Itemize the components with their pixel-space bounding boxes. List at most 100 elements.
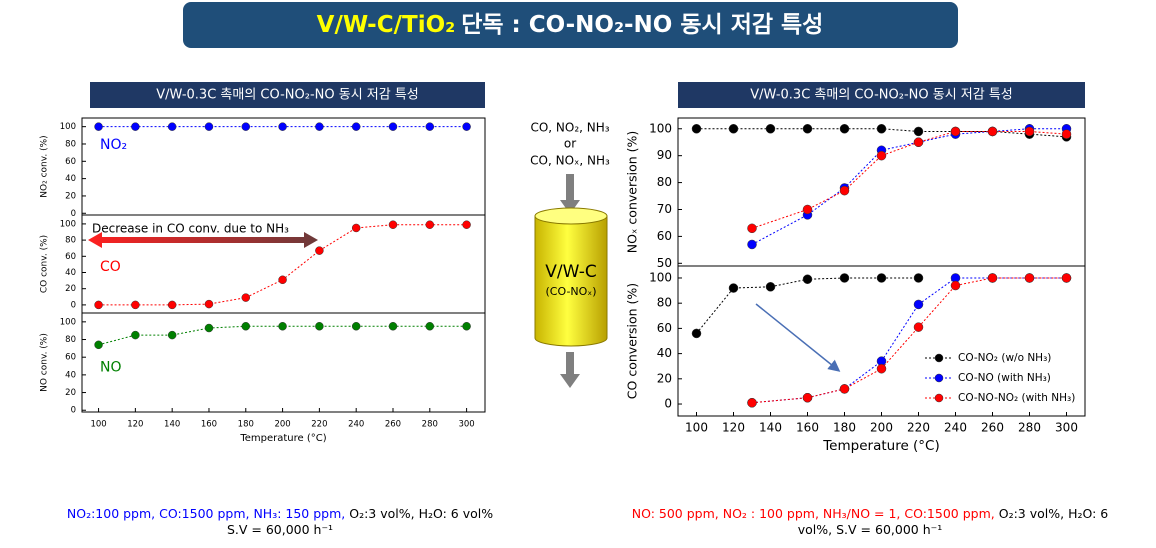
data-point bbox=[839, 185, 850, 196]
title-highlight: V/W-C/TiO₂ bbox=[317, 12, 456, 38]
y-tick-label: 60 bbox=[65, 252, 76, 262]
series-line bbox=[751, 130, 1067, 229]
y-tick-label: 100 bbox=[60, 317, 76, 327]
y-tick-label: 80 bbox=[65, 236, 76, 246]
data-point bbox=[278, 322, 287, 331]
data-point bbox=[315, 322, 324, 331]
data-point bbox=[425, 122, 435, 131]
data-point bbox=[241, 322, 251, 331]
data-point bbox=[241, 122, 251, 131]
data-point bbox=[425, 322, 435, 331]
x-tick-label: 160 bbox=[201, 420, 217, 430]
x-tick-label: 260 bbox=[385, 420, 401, 430]
title-rest: 단독 : CO-NO₂-NO 동시 저감 특성 bbox=[461, 12, 823, 38]
data-point bbox=[94, 340, 103, 350]
panel-header bbox=[90, 82, 485, 108]
x-axis-label: Temperature (°C) bbox=[239, 433, 326, 444]
data-point bbox=[802, 392, 813, 403]
y-tick-label: 80 bbox=[657, 175, 672, 189]
data-point bbox=[747, 398, 757, 408]
condition-segment: NO₂:100 ppm, CO:1500 ppm, NH₃: 150 ppm, bbox=[67, 506, 345, 521]
legend-marker bbox=[934, 353, 944, 363]
y-tick-label: 20 bbox=[657, 371, 672, 385]
legend-marker bbox=[934, 393, 944, 403]
data-point bbox=[802, 124, 813, 134]
x-tick-label: 100 bbox=[90, 420, 106, 430]
panel-header bbox=[678, 82, 1085, 108]
data-point bbox=[204, 299, 214, 309]
y-tick-label: 40 bbox=[65, 370, 76, 380]
condition-segment: vol%, S.V = 60,000 h⁻¹ bbox=[798, 522, 942, 537]
flow-arrow bbox=[560, 352, 580, 388]
data-point bbox=[388, 122, 398, 131]
feed-label: CO, NOₓ, NH₃ bbox=[530, 154, 610, 168]
data-point bbox=[462, 220, 471, 229]
y-tick-label: 50 bbox=[657, 256, 672, 270]
data-point bbox=[802, 204, 813, 215]
x-axis-label: Temperature (°C) bbox=[822, 438, 940, 454]
series-label: CO bbox=[100, 259, 121, 275]
panel-title: V/W-0.3C 촉매의 CO-NO₂-NO 동시 저감 특성 bbox=[750, 88, 1013, 103]
data-point bbox=[765, 124, 776, 134]
data-point bbox=[747, 223, 757, 234]
y-tick-label: 60 bbox=[657, 321, 672, 335]
y-tick-label: 100 bbox=[649, 121, 672, 135]
data-point bbox=[278, 122, 287, 131]
y-tick-label: 60 bbox=[65, 353, 76, 363]
annotation: Decrease in CO conv. due to NH₃ bbox=[92, 222, 289, 236]
data-point bbox=[425, 220, 435, 229]
feed-label: CO, NO₂, NH₃ bbox=[530, 121, 609, 135]
data-point bbox=[876, 363, 887, 374]
data-point bbox=[241, 293, 251, 302]
series-line bbox=[751, 128, 1067, 245]
y-tick-label: 40 bbox=[65, 174, 76, 184]
plot-frame bbox=[677, 117, 1086, 267]
y-tick-label: 100 bbox=[60, 122, 76, 132]
data-point bbox=[1061, 273, 1072, 283]
data-point bbox=[876, 124, 887, 134]
x-tick-label: 180 bbox=[238, 420, 254, 430]
series-label: NO bbox=[100, 359, 122, 375]
x-tick-label: 200 bbox=[870, 421, 893, 435]
condition-line: vol%, S.V = 60,000 h⁻¹ bbox=[798, 522, 942, 537]
series-line bbox=[751, 277, 1067, 404]
condition-segment: NO: 500 ppm, NO₂ : 100 ppm, NH₃/NO = 1, … bbox=[632, 506, 995, 521]
data-point bbox=[167, 122, 177, 131]
data-point bbox=[950, 126, 961, 137]
x-tick-label: 200 bbox=[274, 420, 290, 430]
data-point bbox=[131, 330, 140, 340]
data-point bbox=[204, 122, 214, 131]
reactor-sub: (CO-NOₓ) bbox=[546, 285, 597, 298]
data-point bbox=[839, 124, 850, 134]
title-bar bbox=[183, 2, 958, 48]
condition-line: NO: 500 ppm, NO₂ : 100 ppm, NH₃/NO = 1, … bbox=[632, 506, 1109, 521]
y-tick-label: 0 bbox=[664, 397, 672, 411]
data-point bbox=[204, 323, 214, 333]
plot-frame bbox=[81, 312, 486, 413]
data-point bbox=[1024, 273, 1035, 283]
x-tick-label: 140 bbox=[759, 421, 782, 435]
data-point bbox=[167, 300, 177, 310]
data-point bbox=[94, 300, 103, 310]
data-point bbox=[462, 122, 471, 131]
x-tick-label: 280 bbox=[1018, 421, 1041, 435]
data-point bbox=[691, 328, 702, 339]
series-line bbox=[751, 277, 1067, 404]
legend-label: CO-NO₂ (w/o NH₃) bbox=[958, 352, 1051, 364]
x-tick-label: 220 bbox=[907, 421, 930, 435]
data-point bbox=[747, 239, 757, 250]
y-tick-label: 0 bbox=[71, 406, 76, 416]
x-tick-label: 140 bbox=[164, 420, 180, 430]
data-point bbox=[351, 122, 361, 131]
series-line bbox=[98, 224, 467, 306]
data-point bbox=[131, 122, 140, 131]
x-tick-label: 120 bbox=[127, 420, 143, 430]
panel-title: V/W-0.3C 촉매의 CO-NO₂-NO 동시 저감 특성 bbox=[156, 88, 419, 103]
feed-or: or bbox=[564, 137, 576, 151]
data-point bbox=[167, 330, 177, 340]
data-point bbox=[987, 126, 998, 137]
data-point bbox=[987, 273, 998, 283]
data-point bbox=[913, 126, 924, 137]
condition-line: S.V = 60,000 h⁻¹ bbox=[227, 522, 333, 537]
